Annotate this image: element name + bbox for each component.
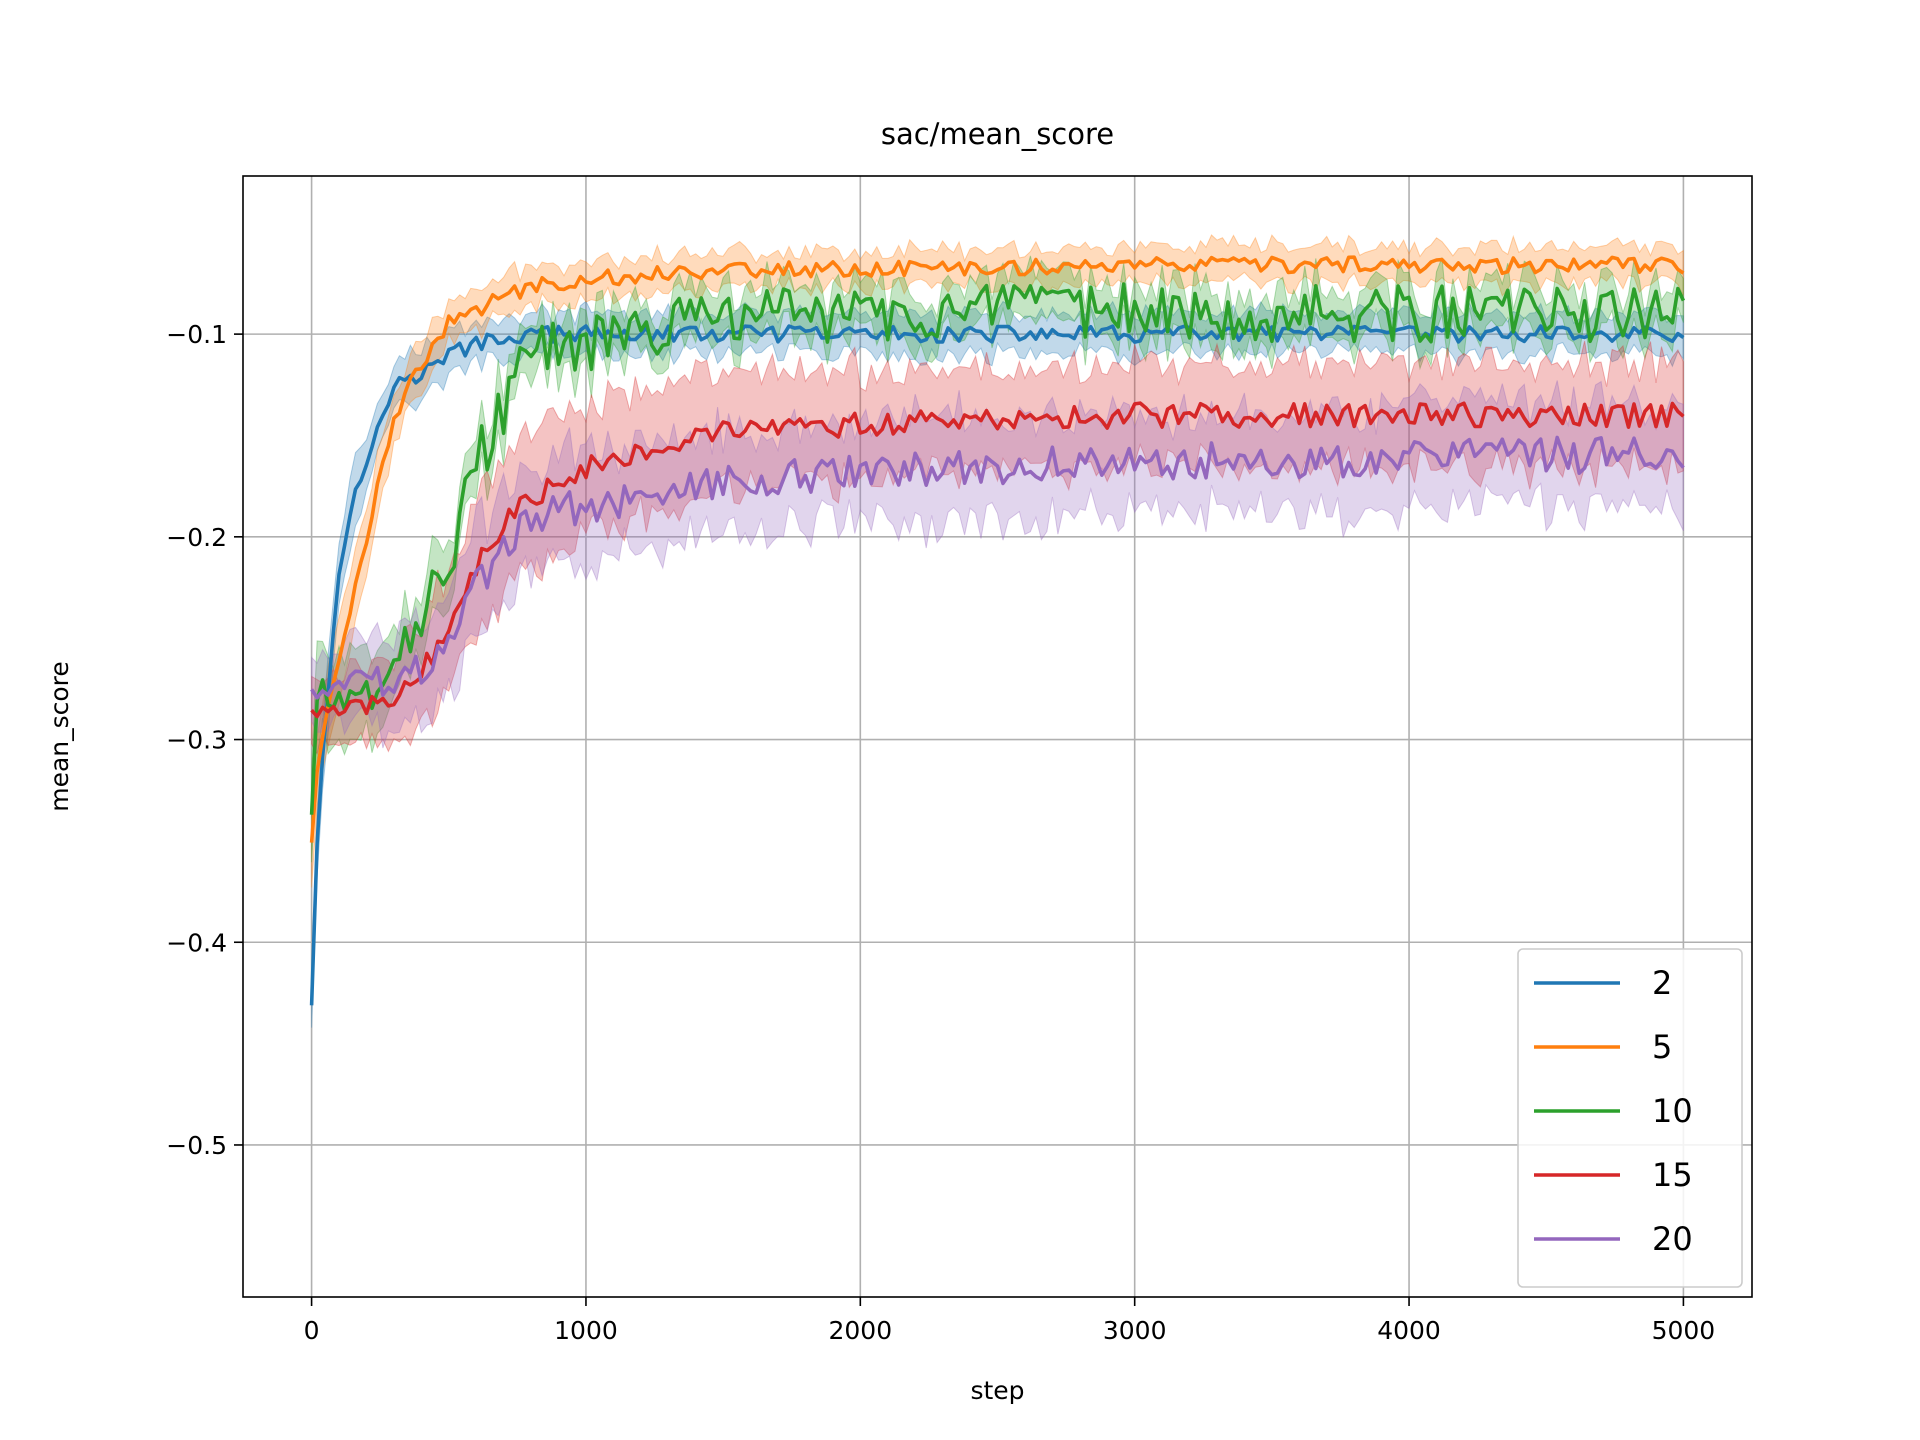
x-tick-label: 2000 (829, 1316, 893, 1345)
y-tick-label: −0.2 (166, 523, 227, 552)
y-axis-label: mean_score (45, 661, 74, 812)
legend-label-5: 5 (1652, 1028, 1672, 1066)
series-lines (309, 255, 1686, 1006)
legend-label-10: 10 (1652, 1092, 1693, 1130)
series-band-5 (311, 234, 1684, 888)
confidence-bands (311, 234, 1684, 1028)
axis-ticks: 0 1000 2000 3000 4000 5000 −0.5 −0.4 −0.3 −0.2 −0.… (166, 320, 1715, 1345)
series-band-20 (311, 380, 1684, 749)
x-tick-label: 0 (304, 1316, 320, 1345)
series-line-15 (310, 401, 1685, 719)
chart-title: sac/mean_score (881, 117, 1114, 151)
x-tick-label: 3000 (1103, 1316, 1167, 1345)
legend-label-15: 15 (1652, 1156, 1693, 1194)
series-line-10 (309, 282, 1686, 815)
y-tick-label: −0.1 (166, 320, 227, 349)
legend-label-20: 20 (1652, 1220, 1693, 1258)
y-tick-label: −0.5 (166, 1131, 227, 1160)
x-tick-label: 5000 (1652, 1316, 1716, 1345)
series-line-20 (310, 435, 1685, 700)
y-tick-label: −0.3 (166, 726, 227, 755)
legend: 2 5 10 15 20 (1517, 948, 1743, 1288)
x-tick-label: 1000 (554, 1316, 618, 1345)
series-line-5 (309, 255, 1685, 843)
legend-box (1517, 948, 1743, 1288)
y-tick-label: −0.4 (166, 928, 227, 957)
plot-frame (242, 175, 1753, 1298)
series-band-10 (311, 255, 1684, 863)
x-axis-label: step (970, 1376, 1024, 1405)
legend-label-2: 2 (1652, 964, 1672, 1002)
x-tick-label: 4000 (1377, 1316, 1441, 1345)
